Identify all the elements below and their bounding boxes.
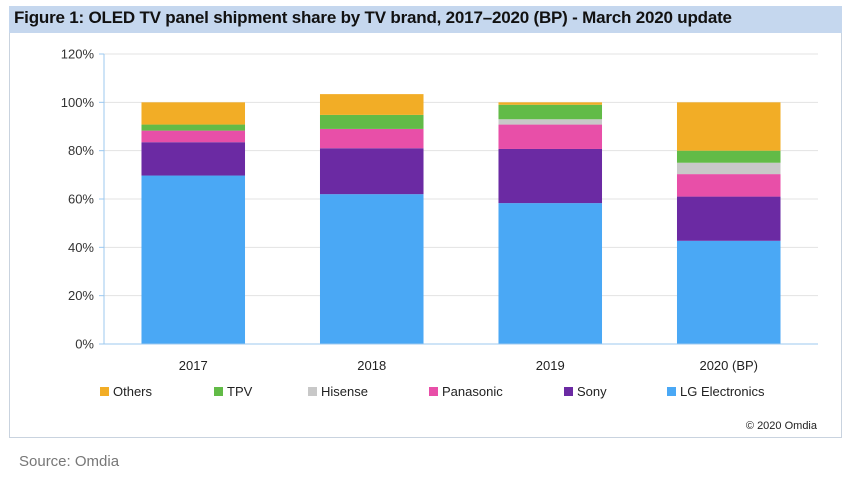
legend-label: LG Electronics	[680, 383, 765, 399]
legend-item-sony: Sony	[564, 382, 607, 400]
bar-segment-others	[141, 102, 246, 125]
axes	[103, 54, 818, 345]
bar-segment-tpv	[498, 104, 603, 120]
y-tick-label: 0%	[75, 337, 94, 352]
legend-swatch	[214, 386, 223, 396]
bar-segment-tpv	[141, 124, 246, 131]
bar-segment-sony	[141, 142, 246, 176]
bar-stack-2018	[319, 94, 424, 344]
bar-segment-others	[676, 102, 781, 151]
bar-segment-panasonic	[319, 128, 424, 149]
bar-segment-sony	[676, 196, 781, 241]
legend-swatch	[308, 386, 317, 396]
title-band	[9, 6, 842, 33]
bar-segment-sony	[319, 148, 424, 195]
source-note: Source: Omdia	[19, 453, 120, 470]
legend-item-hisense: Hisense	[308, 382, 368, 400]
legend-label: Panasonic	[442, 383, 503, 399]
y-tick-label: 40%	[68, 240, 94, 255]
x-tick-label: 2018	[357, 358, 386, 373]
copyright-note: © 2020 Omdia	[745, 420, 817, 432]
bar-segment-lg-electronics	[319, 194, 424, 344]
bar-segment-panasonic	[676, 174, 781, 197]
y-tick-label: 20%	[68, 288, 94, 303]
bars	[141, 94, 781, 344]
chart-title: Figure 1: OLED TV panel shipment share b…	[14, 8, 732, 27]
legend-swatch	[100, 386, 109, 396]
legend-swatch	[667, 386, 676, 396]
legend: Others TPV Hisense Panasonic Sony LG Electron…	[0, 382, 851, 400]
legend-label: TPV	[227, 383, 253, 399]
bar-segment-hisense	[498, 119, 603, 125]
legend-label: Others	[113, 383, 153, 399]
bar-segment-others	[319, 94, 424, 115]
bar-segment-others	[498, 102, 603, 105]
bar-segment-panasonic	[141, 130, 246, 143]
bar-stack-2017	[141, 102, 246, 344]
y-tick-label: 100%	[61, 95, 95, 110]
legend-label: Hisense	[321, 383, 368, 399]
y-tick-label: 120%	[61, 47, 95, 62]
legend-item-others: Others	[100, 382, 152, 400]
x-tick-label: 2020 (BP)	[699, 358, 758, 373]
legend-item-lg-electronics: LG Electronics	[667, 382, 765, 400]
bar-segment-lg-electronics	[498, 203, 603, 344]
legend-swatch	[564, 386, 573, 396]
bar-segment-hisense	[676, 162, 781, 175]
bar-segment-tpv	[319, 114, 424, 129]
bar-segment-panasonic	[498, 124, 603, 149]
bar-stack-2019	[498, 102, 603, 344]
bar-segment-lg-electronics	[141, 175, 246, 344]
legend-item-tpv: TPV	[214, 382, 252, 400]
y-tick-label: 80%	[68, 143, 94, 158]
bar-segment-tpv	[676, 150, 781, 163]
legend-label: Sony	[577, 383, 607, 399]
x-axis-ticks: 2017 2018 2019 2020 (BP)	[179, 358, 758, 373]
y-tick-label: 60%	[68, 192, 94, 207]
bar-segment-lg-electronics	[676, 240, 781, 344]
bar-stack-2020-bp-	[676, 102, 781, 344]
legend-item-panasonic: Panasonic	[429, 382, 503, 400]
x-tick-label: 2017	[179, 358, 208, 373]
y-axis-ticks: 0% 20% 40% 60% 80% 100% 120%	[61, 47, 104, 352]
legend-swatch	[429, 386, 438, 396]
bar-segment-sony	[498, 148, 603, 204]
x-tick-label: 2019	[536, 358, 565, 373]
